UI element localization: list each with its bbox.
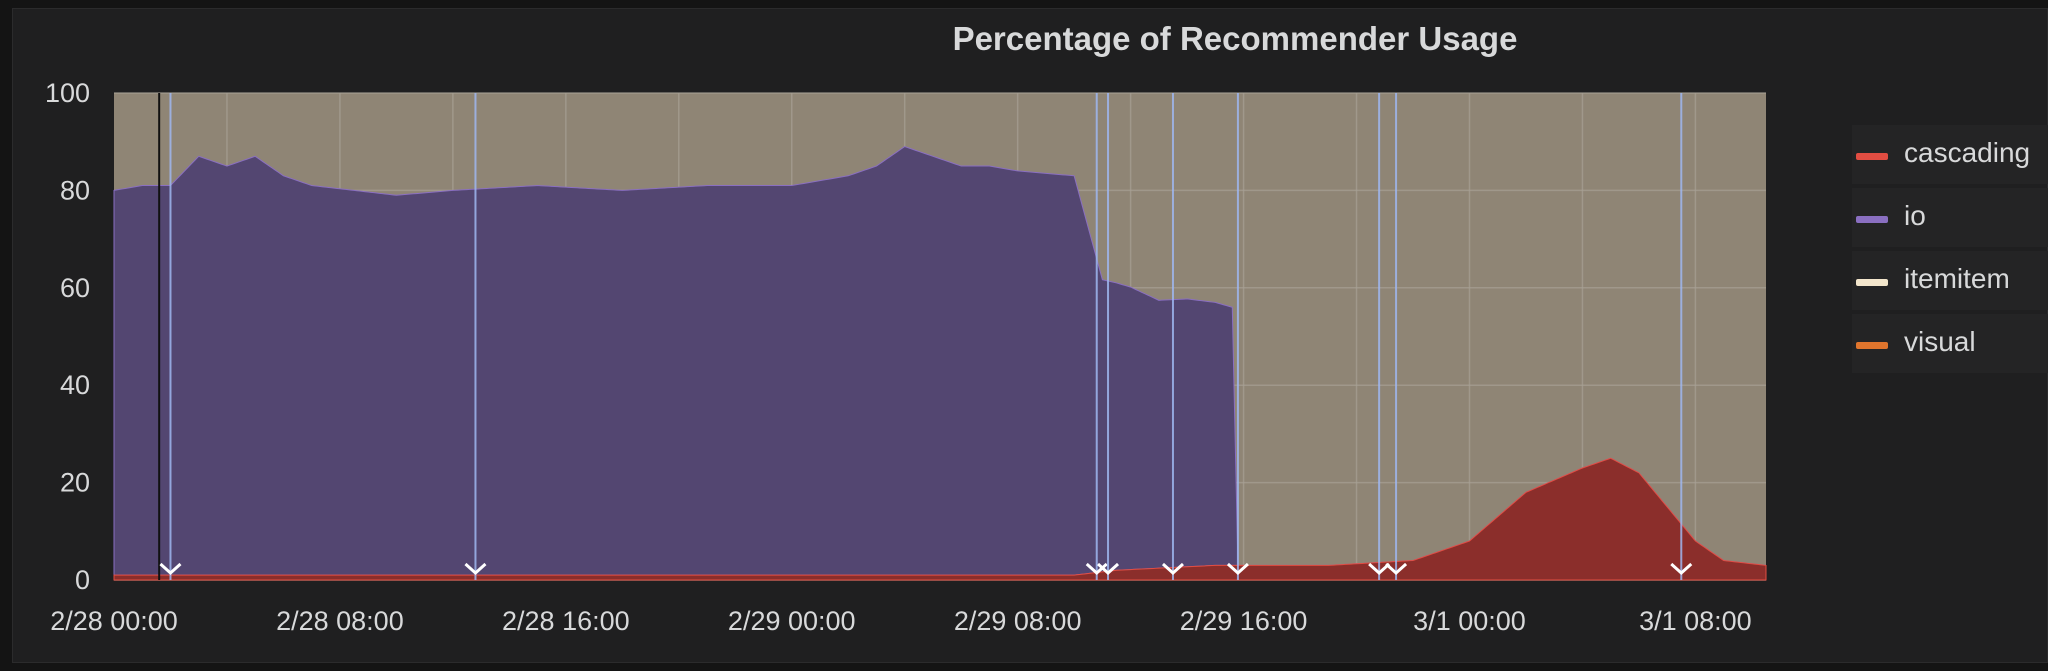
chart-title: Percentage of Recommender Usage <box>952 20 1518 57</box>
legend-item-visual[interactable]: visual <box>1852 314 2048 373</box>
annotation-marker-icon <box>1161 562 1184 576</box>
series-color-swatch <box>1856 342 1888 349</box>
y-tick-label: 20 <box>60 468 90 498</box>
chart-plot[interactable]: 0 20 40 60 80 100 2/28 00:00 2/28 08:00 2/28 16:… <box>0 0 1852 671</box>
y-tick-label: 80 <box>60 175 90 205</box>
annotations <box>158 93 1693 580</box>
x-tick-label: 2/29 00:00 <box>728 606 856 636</box>
legend-label: cascading <box>1904 137 2031 168</box>
series-color-swatch <box>1856 216 1888 223</box>
annotation-marker-icon <box>1368 562 1391 576</box>
y-tick-label: 0 <box>75 565 90 595</box>
axis-labels: 0 20 40 60 80 100 2/28 00:00 2/28 08:00 2/28 16:… <box>45 78 1752 636</box>
x-tick-label: 3/1 08:00 <box>1639 606 1752 636</box>
x-tick-label: 2/28 08:00 <box>276 606 404 636</box>
annotation-marker-icon <box>1226 562 1249 576</box>
x-tick-label: 2/29 16:00 <box>1180 606 1308 636</box>
annotation-marker-icon <box>464 562 487 576</box>
legend-label: itemitem <box>1904 263 2010 294</box>
y-tick-label: 60 <box>60 273 90 303</box>
legend-item-cascading[interactable]: cascading <box>1852 125 2048 184</box>
legend-item-io[interactable]: io <box>1852 188 2048 247</box>
x-tick-label: 2/28 00:00 <box>50 606 178 636</box>
legend: cascading io itemitem visual <box>1852 125 2048 377</box>
annotation-marker-icon <box>159 562 182 576</box>
annotation-marker-icon <box>1385 562 1408 576</box>
legend-label: io <box>1904 200 1926 231</box>
series-area-cascading <box>113 457 1767 581</box>
legend-label: visual <box>1904 326 1976 357</box>
annotation-marker-icon <box>1670 562 1693 576</box>
y-tick-label: 40 <box>60 370 90 400</box>
legend-item-itemitem[interactable]: itemitem <box>1852 251 2048 310</box>
y-tick-label: 100 <box>45 78 90 108</box>
annotation-marker-icon <box>1097 562 1120 576</box>
series-areas <box>113 146 1767 581</box>
x-tick-label: 2/29 08:00 <box>954 606 1082 636</box>
series-color-swatch <box>1856 279 1888 286</box>
series-color-swatch <box>1856 153 1888 160</box>
x-tick-label: 2/28 16:00 <box>502 606 630 636</box>
x-tick-label: 3/1 00:00 <box>1413 606 1526 636</box>
